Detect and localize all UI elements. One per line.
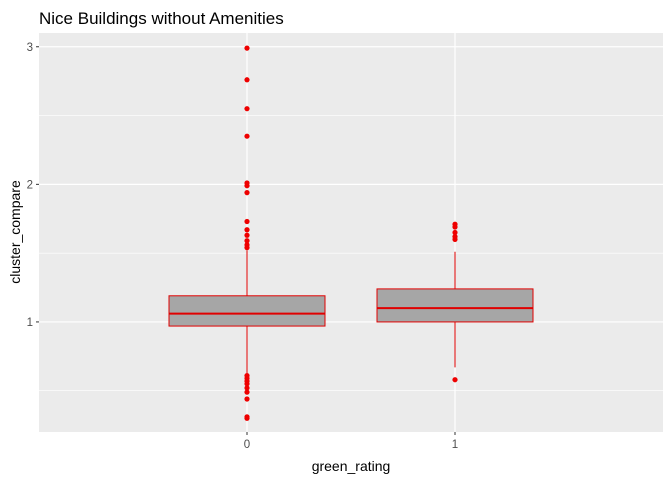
grid-minor <box>39 115 663 392</box>
outlier-point <box>244 389 250 395</box>
x-tick-label: 0 <box>244 439 250 451</box>
outlier-point <box>452 224 458 230</box>
outlier-point <box>244 190 250 196</box>
outlier-point <box>244 183 250 189</box>
y-axis: 1 2 3 <box>27 42 39 329</box>
outlier-point <box>244 45 250 51</box>
outlier-point <box>452 377 458 383</box>
plot-panel <box>39 33 663 432</box>
outlier-point <box>244 385 250 391</box>
x-tick-label: 1 <box>452 439 458 451</box>
outlier-point <box>452 236 458 242</box>
box <box>168 295 326 327</box>
outlier-point <box>452 229 458 236</box>
box-group-0 <box>168 250 326 375</box>
outlier-point <box>244 77 250 83</box>
chart-title: Nice Buildings without Amenities <box>39 9 284 28</box>
outlier-point <box>244 227 250 233</box>
outlier-point <box>244 232 250 238</box>
outliers <box>244 45 458 421</box>
outlier-point <box>244 106 250 112</box>
y-tick-label: 3 <box>27 42 33 54</box>
y-tick-label: 1 <box>27 317 33 329</box>
y-axis-title: cluster_compare <box>7 180 23 284</box>
x-axis-title: green_rating <box>312 458 391 474</box>
box <box>376 288 534 323</box>
grid-major <box>39 33 663 432</box>
box-group-1 <box>376 251 534 368</box>
outlier-point <box>244 396 250 402</box>
outlier-point <box>244 133 250 139</box>
outlier-point <box>244 238 250 244</box>
outlier-point <box>244 381 250 387</box>
y-tick-label: 2 <box>27 179 33 191</box>
boxes <box>168 250 534 375</box>
outlier-point <box>244 245 250 251</box>
outlier-point <box>244 218 250 225</box>
outlier-point <box>244 415 250 421</box>
